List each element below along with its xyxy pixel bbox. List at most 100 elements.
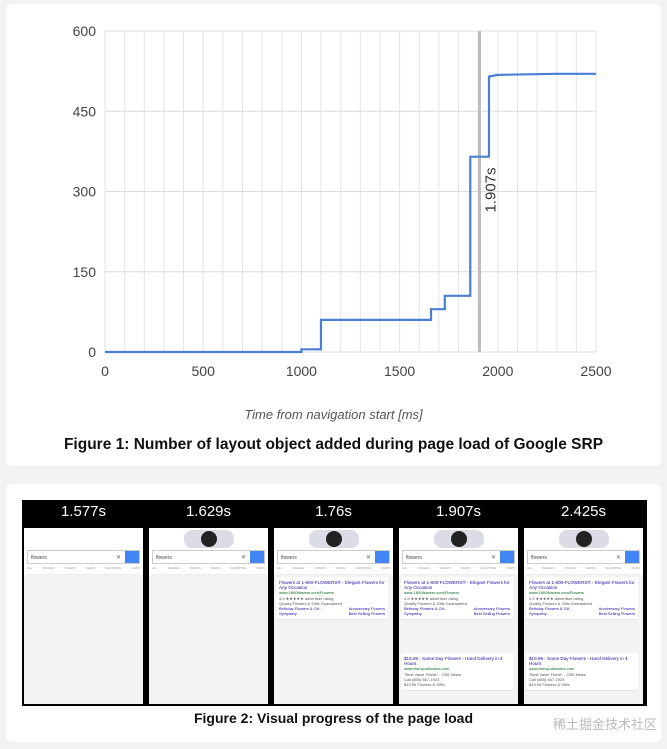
tab: SHOPPING [605,566,622,570]
result-links: Sympathy Best Selling Flowers [279,611,385,616]
result-desc: Quality Flowers & Gifts Guaranteed [279,600,342,606]
tabs-row: ALL IMAGES VIDEOS NEWS SHOPPING MAPS [527,566,640,575]
tab: MAPS [131,566,140,570]
result-title: Flowers at 1-800-FLOWERS® - Elegant Flow… [529,580,635,591]
tab: ALL [527,566,533,570]
result-link: Sympathy [529,611,547,617]
tab: IMAGES [292,566,305,570]
tabs-row: ALL IMAGES VIDEOS NEWS SHOPPING MAPS [152,566,265,575]
x-tick-label: 500 [192,363,216,379]
search-bar: flowers ✕ [527,550,640,564]
result-card: $19.99 - Same Day Flowers - Hand Deliver… [526,653,638,692]
tab: VIDEOS [314,566,326,570]
result-link: Birthday Flowers & Gif... [279,606,323,612]
result-card: Flowers at 1-800-FLOWERS® - Elegant Flow… [526,577,638,621]
result-links: Birthday Flowers & Gif... Anniversary Flo… [529,606,635,611]
result-title: $19.99 - Same Day Flowers - Hand Deliver… [529,656,628,667]
result-phone: Call (855) 667-1923 [404,676,440,682]
x-tick-label: 2000 [482,363,513,379]
google-logo [434,530,484,548]
search-button [125,551,139,563]
tab: IMAGES [542,566,555,570]
tab: ALL [152,566,158,570]
x-tick-label: 0 [101,363,109,379]
result-link: Sympathy [279,611,297,617]
search-button [500,551,514,563]
results-area [149,575,268,704]
tab: MAPS [381,566,390,570]
results-area [24,575,143,704]
result-rating: 4.5 ★★★★★ advertiser rating [529,595,584,601]
result-extra: $19.99 Flowers & Gifts [529,682,570,688]
tab: VIDEOS [64,566,76,570]
tabs-row: ALL IMAGES VIDEOS NEWS SHOPPING MAPS [277,566,390,575]
tab: MAPS [631,566,640,570]
result-link: Birthday Flowers & Gif... [404,606,448,612]
search-button [375,551,389,563]
result-url: www.fromyouflowers.com [404,666,450,672]
result-rating: 4.5 ★★★★★ advertiser rating [404,595,459,601]
figure-1-caption: Figure 1: Number of layout object added … [63,436,604,453]
frame-screen: flowers ✕ ALL IMAGES VIDEOS NEWS SHOPPING MAPS F… [524,528,643,704]
search-button [250,551,264,563]
result-card: $19.99 - Same Day Flowers - Hand Deliver… [401,653,513,692]
result-desc: "Best Value Florist" - CBS News [404,671,461,677]
x-tick-label: 2500 [580,363,611,379]
result-link: Anniversary Flowers [348,606,385,612]
tabs-row: ALL IMAGES VIDEOS NEWS SHOPPING MAPS [27,566,140,575]
result-link: Best Selling Flowers [598,611,635,617]
x-axis-label: Time from navigation start [ms] [244,407,423,422]
tab: IMAGES [167,566,180,570]
tab: NEWS [461,566,471,570]
clear-icon: ✕ [490,555,496,561]
result-url: www.1800flowers.com/Flowers [279,590,334,596]
frame-screen: flowers ✕ ALL IMAGES VIDEOS NEWS SHOPPING MAPS F… [399,528,518,704]
filmstrip: 1.577s flowers ✕ ALL IMAGES VIDEOS NEWS SHOPPIN… [22,500,647,706]
frame-timestamp: 1.629s [185,503,232,520]
result-desc: Quality Flowers & Gifts Guaranteed [529,600,592,606]
figure-2-card: 1.577s flowers ✕ ALL IMAGES VIDEOS NEWS SHOPPIN… [6,484,661,742]
result-rating: 4.5 ★★★★★ advertiser rating [279,595,334,601]
tab: SHOPPING [230,566,247,570]
results-area: Flowers at 1-800-FLOWERS® - Elegant Flow… [399,575,518,704]
result-url: www.fromyouflowers.com [529,666,575,672]
search-bar: flowers ✕ [27,550,140,564]
results-area: Flowers at 1-800-FLOWERS® - Elegant Flow… [524,575,643,704]
figure-1-card: 0 150 300 450 600 0 500 1000 1500 2000 2500 1.907s … [6,4,661,466]
frame-timestamp: 2.425s [560,503,607,520]
result-links: Sympathy Best Selling Flowers [404,611,510,616]
frame: 1.629s flowers ✕ ALL IMAGES VIDEOS NEWS SHOPPIN… [147,500,270,706]
y-tick-label: 150 [73,264,97,280]
result-title: Flowers at 1-800-FLOWERS® - Elegant Flow… [279,580,385,591]
result-card: Flowers at 1-800-FLOWERS® - Elegant Flow… [276,577,388,621]
tab: VIDEOS [439,566,451,570]
y-tick-label: 450 [73,103,97,119]
tabs-row: ALL IMAGES VIDEOS NEWS SHOPPING MAPS [402,566,515,575]
y-tick-label: 300 [73,184,97,200]
x-tick-label: 1500 [384,363,415,379]
frame: 2.425s flowers ✕ ALL IMAGES VIDEOS NEWS SHOPPIN… [522,500,645,706]
tab: ALL [402,566,408,570]
frame-timestamp: 1.907s [435,503,482,520]
frame: 1.76s flowers ✕ ALL IMAGES VIDEOS NEWS SHOPPING… [272,500,395,706]
google-logo [184,530,234,548]
result-link: Anniversary Flowers [598,606,635,612]
result-link: Birthday Flowers & Gif... [529,606,573,612]
tab: NEWS [86,566,96,570]
frame-screen: flowers ✕ ALL IMAGES VIDEOS NEWS SHOPPING MAPS [24,528,143,704]
logo-dot [326,531,342,547]
google-logo [309,530,359,548]
frame-screen: flowers ✕ ALL IMAGES VIDEOS NEWS SHOPPING MAPS [149,528,268,704]
result-card: Flowers at 1-800-FLOWERS® - Elegant Flow… [401,577,513,621]
google-logo [559,530,609,548]
series-line [105,72,596,354]
tab: VIDEOS [564,566,576,570]
tab: MAPS [506,566,515,570]
result-title: Flowers at 1-800-FLOWERS® - Elegant Flow… [404,580,510,591]
logo-dot [576,531,592,547]
tab: ALL [27,566,33,570]
result-url: www.1800flowers.com/Flowers [529,590,584,596]
x-tick-label: 1000 [286,363,317,379]
frame-screen: flowers ✕ ALL IMAGES VIDEOS NEWS SHOPPING MAPS F… [274,528,393,704]
result-link: Sympathy [404,611,422,617]
